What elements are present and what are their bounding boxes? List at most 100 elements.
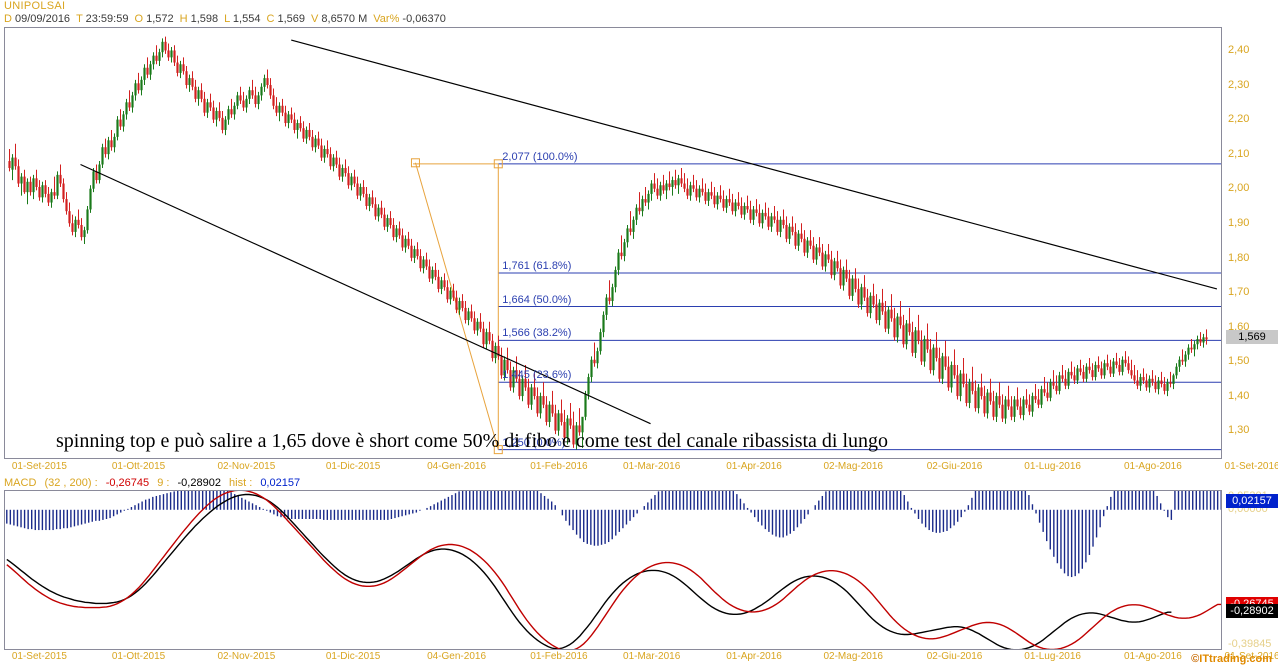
candle-body: [932, 347, 935, 371]
candle-body: [1022, 399, 1025, 416]
candle-body: [614, 269, 617, 288]
candle-body: [308, 129, 311, 137]
candle-body: [497, 345, 500, 357]
fib-tool-handle[interactable]: [493, 445, 503, 455]
candle-body: [590, 359, 593, 378]
date-tick-macd: 01-Set-2016: [1224, 651, 1278, 662]
candle-body: [347, 173, 350, 186]
candle-body: [542, 396, 545, 405]
date-axis-price: 01-Set-2015 01-Ott-2015 02-Nov-2015 01-Dic-…: [4, 461, 1278, 477]
candle-body: [1184, 354, 1187, 362]
candle-body: [491, 340, 494, 359]
candle-body: [812, 245, 815, 260]
macd-plot-area[interactable]: [5, 491, 1221, 649]
quote-key-c: C: [266, 13, 278, 25]
price-chart-panel[interactable]: 2,077 (100.0%) 1,761 (61.8%) 1,664 (50.0%)…: [4, 27, 1222, 459]
candle-body: [665, 183, 668, 191]
candle-body: [83, 230, 86, 238]
candle-body: [689, 185, 692, 196]
quote-value-h: 1,598: [190, 13, 219, 25]
macd-params: (32 , 200) :: [44, 477, 98, 489]
candle-body: [1151, 378, 1154, 383]
candle-body: [821, 252, 824, 267]
date-tick-macd: 01-Lug-2016: [1024, 651, 1081, 662]
candle-body: [458, 301, 461, 310]
fib-tool-handle[interactable]: [410, 158, 420, 168]
candle-body: [335, 157, 338, 165]
price-axis-label: 2,10: [1228, 147, 1250, 160]
candle-body: [1049, 382, 1052, 398]
candle-body: [710, 192, 713, 196]
candle-body: [245, 98, 248, 108]
candle-body: [272, 95, 275, 106]
date-axis-macd: 01-Set-2015 01-Ott-2015 02-Nov-2015 01-Dic-…: [4, 651, 1278, 667]
candle-body: [572, 425, 575, 445]
candle-body: [782, 219, 785, 225]
candle-body: [350, 176, 353, 186]
candle-body: [281, 105, 284, 113]
trendline[interactable]: [291, 39, 1218, 290]
candle-body: [1046, 392, 1049, 398]
watermark: ©ITtrading.com: [1191, 653, 1272, 665]
candle-body: [1097, 364, 1100, 369]
candle-body: [200, 90, 203, 99]
candle-body: [668, 183, 671, 187]
candle-body: [107, 140, 110, 155]
candle-body: [1181, 359, 1184, 362]
candle-body: [773, 216, 776, 220]
candle-body: [998, 396, 1001, 405]
candle-body: [470, 311, 473, 319]
candle-body: [551, 404, 554, 414]
date-tick-macd: 01-Ago-2016: [1123, 651, 1182, 662]
candle-body: [500, 356, 503, 376]
chart-header: UNIPOLSAI D 09/09/2016 T 23:59:59 O 1,572 H…: [0, 0, 1278, 26]
candle-body: [248, 90, 251, 99]
trendline[interactable]: [80, 163, 651, 425]
candle-body: [626, 228, 629, 243]
candle-body: [1175, 366, 1178, 376]
candle-body: [95, 171, 98, 181]
candle-body: [89, 188, 92, 210]
candle-body: [1058, 375, 1061, 391]
candle-body: [230, 109, 233, 115]
macd-axis[interactable]: 0,053010,00000-0,398450,02157-0,26745-0,…: [1226, 490, 1278, 650]
candle-body: [155, 55, 158, 61]
candle-body: [365, 193, 368, 206]
candle-body: [1070, 371, 1073, 376]
candle-body: [164, 41, 167, 51]
candle-body: [983, 396, 986, 414]
candle-body: [416, 249, 419, 257]
candle-body: [254, 95, 257, 105]
candle-body: [992, 401, 995, 417]
hist-badge: 0,02157: [1226, 494, 1278, 509]
candle-body: [1064, 378, 1067, 386]
fib-tool-handle[interactable]: [493, 159, 503, 169]
candle-body: [305, 129, 308, 139]
candle-body: [518, 378, 521, 397]
candle-body: [488, 332, 491, 341]
candle-body: [1004, 399, 1007, 419]
price-plot-area[interactable]: 2,077 (100.0%) 1,761 (61.8%) 1,664 (50.0%)…: [5, 28, 1221, 458]
candle-body: [269, 85, 272, 96]
candle-body: [41, 185, 44, 198]
candle-body: [926, 339, 929, 350]
quote-value-d: 09/09/2016: [15, 13, 71, 25]
quote-key-varpct: Var%: [373, 13, 403, 25]
candle-body: [599, 332, 602, 352]
candle-body: [593, 359, 596, 364]
candle-body: [185, 71, 188, 86]
candle-body: [1202, 337, 1205, 343]
candle-body: [770, 216, 773, 227]
candle-body: [512, 370, 515, 388]
candle-body: [1028, 404, 1031, 412]
macd-chart-panel[interactable]: [4, 490, 1222, 650]
candle-body: [521, 378, 524, 397]
candle-body: [581, 416, 584, 433]
candle-body: [575, 425, 578, 445]
price-axis[interactable]: 2,40 2,30 2,20 2,10 2,00 1,90 1,80 1,70 1,60 1,50…: [1226, 27, 1278, 459]
candle-body: [122, 114, 125, 127]
candle-body: [569, 418, 572, 426]
candle-body: [1073, 375, 1076, 381]
candle-body: [656, 188, 659, 196]
candle-body: [452, 290, 455, 298]
